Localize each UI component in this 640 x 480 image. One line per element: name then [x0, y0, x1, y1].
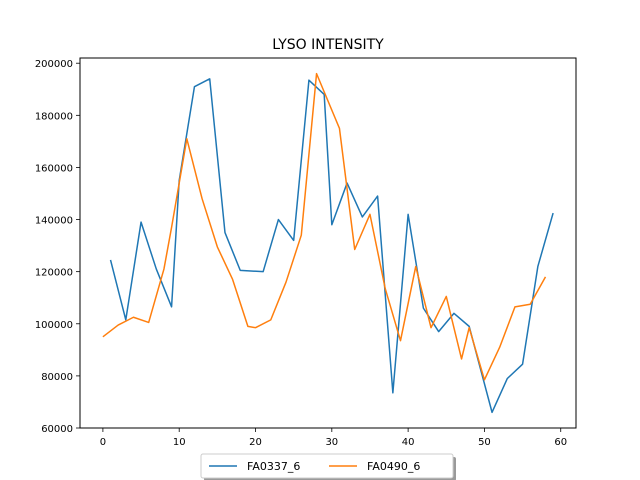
- axes-frame: [79, 57, 577, 429]
- y-tick-label-4: 140000: [35, 216, 73, 227]
- x-tick-label-4: 40: [402, 437, 415, 448]
- y-tick-label-2: 100000: [35, 320, 73, 331]
- y-tick-label-1: 80000: [41, 372, 73, 383]
- x-tick-label-0: 0: [100, 437, 106, 448]
- x-tick-label-1: 10: [173, 437, 186, 448]
- y-tick-label-0: 60000: [41, 424, 73, 435]
- chart-title: LYSO INTENSITY: [272, 37, 384, 53]
- series-layer: [102, 72, 554, 414]
- legend-label-1: FA0490_6: [367, 460, 420, 473]
- legend: FA0337_6 FA0490_6: [200, 453, 456, 480]
- series-line-0: [109, 78, 554, 414]
- x-tick-label-6: 60: [554, 437, 567, 448]
- y-tick-label-6: 180000: [35, 111, 73, 122]
- series-line-1: [102, 72, 547, 381]
- y-axis-ticks: 60000 80000 100000 120000 140000 160000 180000…: [35, 59, 80, 435]
- x-tick-label-3: 30: [325, 437, 338, 448]
- legend-label-0: FA0337_6: [247, 460, 300, 473]
- x-tick-label-5: 50: [478, 437, 491, 448]
- y-tick-label-7: 200000: [35, 59, 73, 70]
- x-axis-ticks: 0 10 20 30 40 50 60: [100, 428, 567, 448]
- legend-box: [200, 453, 454, 479]
- x-tick-label-2: 20: [249, 437, 262, 448]
- y-tick-label-3: 120000: [35, 268, 73, 279]
- y-tick-label-5: 160000: [35, 163, 73, 174]
